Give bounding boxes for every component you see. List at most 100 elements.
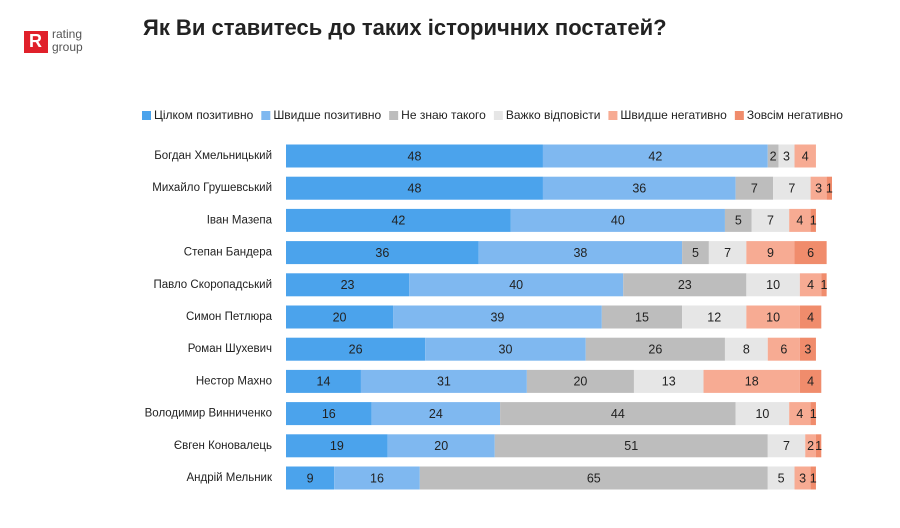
bar-segment	[810, 466, 816, 490]
value-label: 6	[807, 246, 814, 260]
value-label: 13	[662, 375, 676, 389]
bar-segment	[799, 305, 822, 329]
value-label: 40	[611, 214, 625, 228]
value-label: 26	[349, 342, 363, 356]
bar-segment	[526, 369, 634, 393]
value-label: 5	[778, 471, 785, 485]
bar-segment	[286, 402, 372, 426]
category-label: Роман Шухевич	[188, 343, 272, 355]
bar-segment	[821, 273, 827, 297]
value-label: 36	[632, 181, 646, 195]
value-label: 4	[807, 278, 814, 292]
legend-label: Не знаю такого	[401, 108, 486, 122]
value-label: 1	[810, 214, 817, 228]
bar-segment	[360, 369, 527, 393]
value-label: 5	[735, 214, 742, 228]
value-label: 1	[815, 439, 822, 453]
logo-text: rating	[52, 27, 82, 41]
bar-segment	[510, 208, 725, 232]
bar-segment	[799, 273, 822, 297]
value-label: 4	[807, 310, 814, 324]
bar-segment	[767, 144, 779, 168]
category-label: Володимир Винниченко	[145, 408, 272, 420]
legend-label: Важко відповісти	[506, 108, 601, 122]
legend-swatch	[493, 111, 503, 120]
legend-label: Швидше негативно	[620, 108, 727, 122]
value-label: 1	[820, 278, 827, 292]
value-label: 26	[648, 342, 662, 356]
legend: Цілком позитивно Швидше позитивно Не знаю …	[142, 108, 843, 122]
value-label: 23	[678, 278, 692, 292]
value-label: 20	[434, 439, 448, 453]
bar-segment	[286, 305, 394, 329]
bar-segment	[773, 176, 811, 200]
bar-segment	[286, 369, 361, 393]
legend-label: Цілком позитивно	[154, 108, 254, 122]
bar-segment	[286, 208, 511, 232]
value-label: 4	[807, 375, 814, 389]
logo-letter: R	[29, 31, 42, 51]
value-label: 2	[807, 439, 814, 453]
value-label: 2	[770, 149, 777, 163]
bar-segment	[794, 144, 816, 168]
value-label: 20	[333, 310, 347, 324]
value-label: 24	[429, 407, 443, 421]
bar-segment	[286, 337, 426, 361]
bar-segment	[789, 208, 811, 232]
bar-segment	[633, 369, 704, 393]
bar-segment	[286, 176, 543, 200]
value-label: 9	[307, 471, 314, 485]
category-label: Богдан Хмельницький	[154, 150, 272, 162]
value-label: 48	[408, 181, 422, 195]
value-label: 10	[766, 278, 780, 292]
bar-segment	[494, 434, 768, 458]
value-label: 44	[611, 407, 625, 421]
legend-swatch	[608, 111, 618, 120]
bar-segment	[542, 144, 768, 168]
bar-segment	[682, 241, 709, 265]
bar-segment	[286, 273, 410, 297]
value-label: 7	[724, 246, 731, 260]
bar-segment	[799, 369, 822, 393]
value-label: 31	[437, 375, 451, 389]
bar-segment	[746, 241, 795, 265]
legend-swatch	[142, 111, 151, 120]
chart-title: Як Ви ставитесь до таких історичних пост…	[143, 15, 667, 40]
value-label: 15	[635, 310, 649, 324]
bar-segment	[286, 241, 479, 265]
bar-segment	[542, 176, 736, 200]
bar-segment	[810, 208, 816, 232]
value-label: 1	[826, 181, 833, 195]
value-label: 10	[766, 310, 780, 324]
bar-segment	[735, 176, 774, 200]
value-label: 3	[799, 471, 806, 485]
value-label: 39	[490, 310, 504, 324]
value-label: 36	[375, 246, 389, 260]
bar-segment	[703, 369, 800, 393]
bar-segment	[751, 208, 790, 232]
legend-swatch	[389, 111, 399, 120]
category-label: Павло Скоропадський	[153, 279, 272, 291]
legend-label: Зовсім негативно	[747, 108, 843, 122]
category-label: Євген Коновалець	[174, 440, 272, 452]
value-label: 6	[780, 342, 787, 356]
value-label: 20	[573, 375, 587, 389]
value-label: 4	[802, 149, 809, 163]
bar-segment	[810, 176, 827, 200]
value-label: 7	[788, 181, 795, 195]
value-label: 40	[509, 278, 523, 292]
bar-segment	[735, 402, 790, 426]
value-label: 65	[587, 471, 601, 485]
bar-segment	[478, 241, 683, 265]
value-label: 8	[743, 342, 750, 356]
category-label: Симон Петлюра	[186, 311, 273, 323]
value-label: 42	[391, 214, 405, 228]
category-label: Степан Бандера	[184, 247, 273, 259]
legend-swatch	[734, 111, 744, 120]
bar-segment	[623, 273, 747, 297]
value-label: 23	[341, 278, 355, 292]
bar-segment	[409, 273, 624, 297]
bar-segment	[799, 337, 816, 361]
bar-segment	[746, 273, 800, 297]
